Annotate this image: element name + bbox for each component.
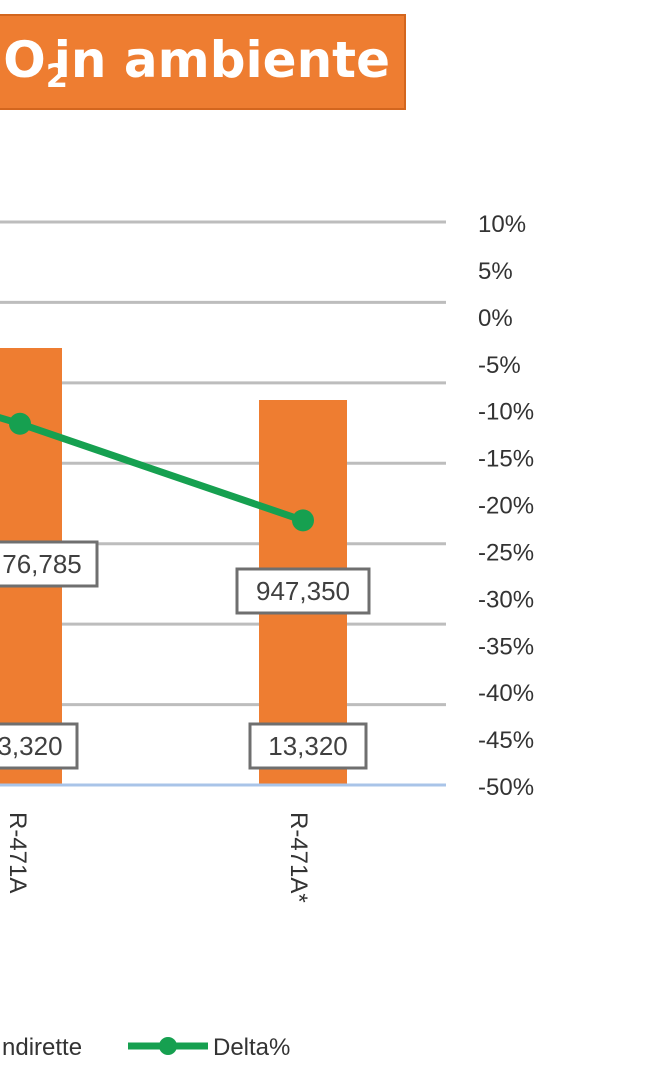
y2-tick-label: -45% (478, 727, 534, 754)
legend-label-2: Delta% (213, 1034, 290, 1061)
data-label-upper-1-box (0, 540, 99, 588)
y2-tick-label: -35% (478, 633, 534, 660)
data-label-lower-2: 13,320 (268, 731, 348, 761)
chart-title-text: in ambiente (53, 31, 390, 89)
x-axis: R-471A R-471A* (4, 812, 312, 903)
delta-line-segment (16, 420, 307, 524)
legend-marker-swatch (159, 1037, 177, 1055)
data-label-lower-2-box (248, 722, 368, 770)
y2-tick-label: -5% (478, 352, 521, 379)
data-label-lower-1-box (0, 722, 79, 770)
data-label-upper-1: 76,785 (2, 549, 82, 579)
data-labels: 76,785 947,350 3,320 13,320 (0, 540, 371, 770)
y2-tick-label: -40% (478, 680, 534, 707)
data-label-upper-2: 947,350 (256, 576, 350, 606)
gridlines (0, 220, 446, 787)
legend-label-1: ndirette (2, 1034, 82, 1061)
y2-tick-label: -50% (478, 774, 534, 801)
y2-tick-label: -15% (478, 446, 534, 473)
y2-tick-label: -25% (478, 539, 534, 566)
y2-tick-label: 0% (478, 305, 513, 332)
delta-line-series (0, 412, 314, 532)
delta-point-2 (292, 509, 314, 532)
data-label-upper-2-box (235, 567, 371, 615)
y2-tick-label: -10% (478, 399, 534, 426)
delta-point-1 (9, 412, 31, 435)
y2-tick-label: -30% (478, 586, 534, 613)
data-label-lower-1: 3,320 (0, 731, 63, 761)
chart-title-prefix: O2 (3, 31, 68, 95)
legend: ndirette Delta% (2, 1034, 290, 1061)
chart-title-banner: O2 in ambiente (0, 14, 406, 110)
y2-tick-label: -20% (478, 493, 534, 520)
x-tick-label: R-471A* (285, 812, 312, 903)
y2-tick-label: 5% (478, 258, 513, 285)
secondary-y-axis: 10% 5% 0% -5% -10% -15% -20% -25% -30% -35% -40% -4… (478, 211, 534, 801)
x-tick-label: R-471A (4, 812, 31, 893)
y2-tick-label: 10% (478, 211, 526, 238)
